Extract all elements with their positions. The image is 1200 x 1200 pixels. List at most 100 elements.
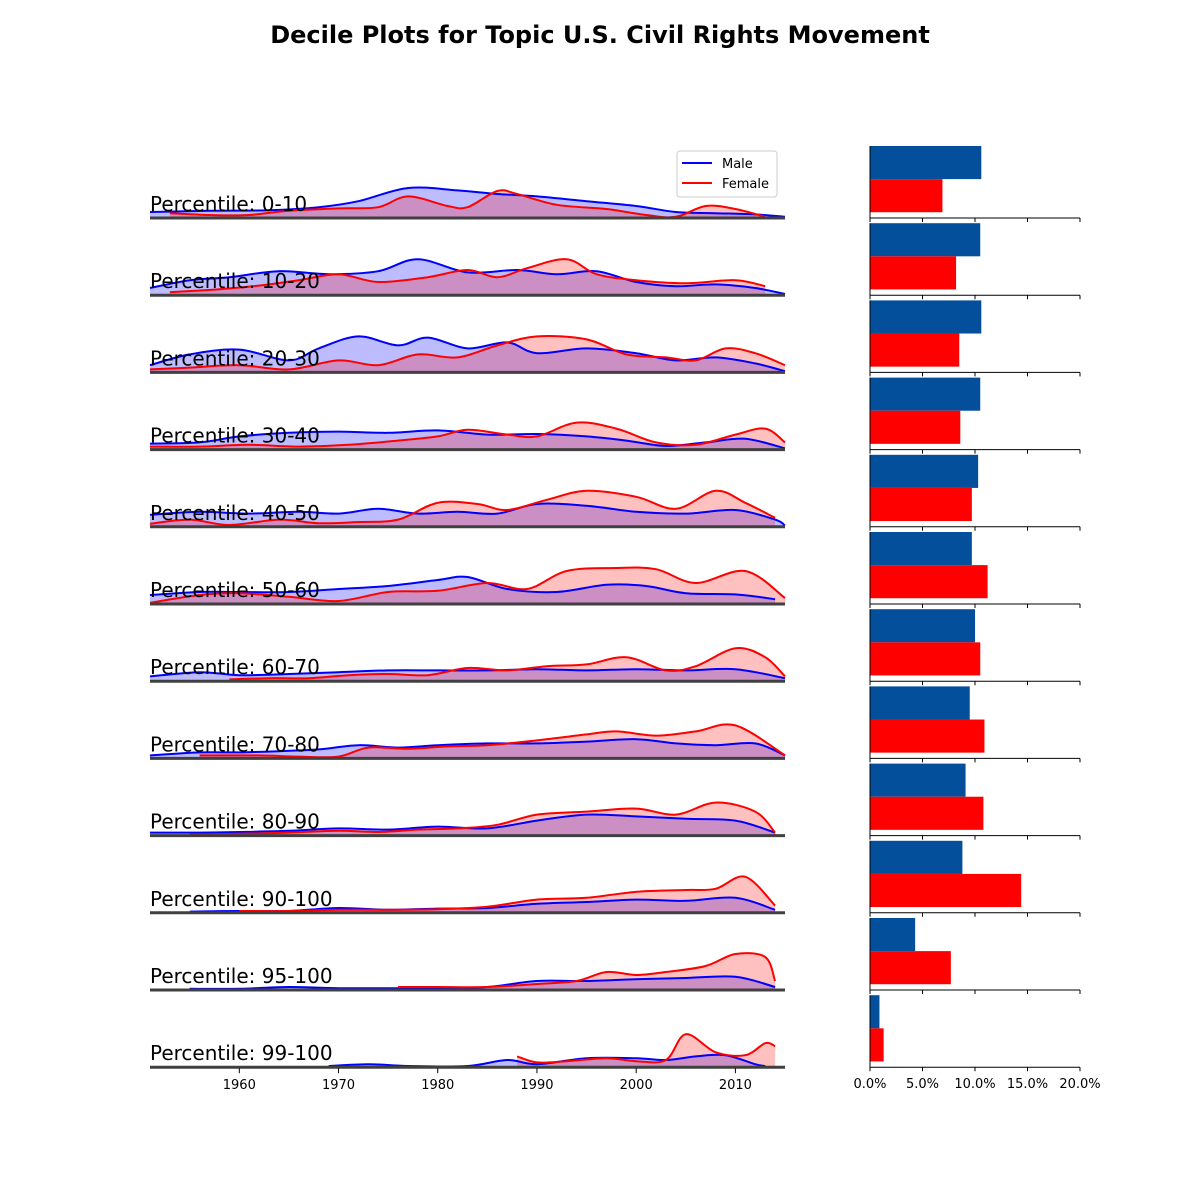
row-label: Percentile: 99-100: [150, 1041, 333, 1065]
female-line: [516, 1033, 776, 1064]
bar-x-tick-label: 15.0%: [1007, 1077, 1048, 1092]
bar-panel: [869, 995, 1081, 1072]
row-label: Percentile: 30-40: [150, 424, 320, 448]
row-label: Percentile: 50-60: [150, 578, 320, 602]
x-tick-label: 2010: [719, 1078, 752, 1093]
male-bar: [870, 454, 979, 488]
row-label: Percentile: 95-100: [150, 964, 333, 988]
female-bar: [870, 256, 957, 290]
bar-x-tick-label: 0.0%: [853, 1077, 886, 1092]
female-bar: [870, 565, 988, 599]
left-x-axis: 1960 1970 1980 1990 2000 2010: [223, 1068, 752, 1093]
male-line: [149, 258, 786, 295]
male-bar: [870, 995, 880, 1029]
male-bar: [870, 918, 916, 952]
bar-panel: [869, 840, 1081, 917]
bar-panel: [869, 918, 1081, 994]
male-bar: [870, 532, 972, 566]
bar-panel: [869, 532, 1081, 608]
female-line: [149, 566, 786, 604]
decile-row: Percentile: 95-100: [150, 952, 785, 992]
female-bar: [870, 951, 951, 985]
bar-panel: [869, 454, 1081, 531]
male-bar: [870, 763, 966, 797]
x-tick-label: 1990: [520, 1078, 553, 1093]
male-bar: [870, 686, 970, 720]
overlap-area: [199, 739, 785, 759]
bar-panel: [869, 377, 1081, 454]
overlap-area: [229, 668, 785, 682]
female-bar: [870, 719, 985, 753]
female-bar: [870, 796, 984, 830]
x-tick-label: 1970: [322, 1078, 355, 1093]
decile-row: Percentile: 99-100: [150, 1033, 785, 1069]
row-label: Percentile: 10-20: [150, 269, 320, 293]
bar-panel: [869, 686, 1081, 763]
overlap-area: [398, 976, 776, 990]
overlap-area: [189, 814, 776, 836]
overlap-area: [150, 430, 785, 450]
decile-row: Percentile: 90-100: [150, 875, 785, 915]
row-label: Percentile: 60-70: [150, 655, 320, 679]
female-bar: [870, 333, 960, 367]
bar-panels: 0.0% 5.0% 10.0% 15.0% 20.0%: [853, 146, 1101, 1092]
legend-female-label: Female: [722, 177, 769, 192]
row-label: Percentile: 20-30: [150, 346, 320, 370]
decile-row: Percentile: 0-10: [149, 186, 786, 220]
female-bar: [870, 642, 981, 676]
decile-row: Percentile: 60-70: [149, 646, 786, 683]
bar-panel: [869, 763, 1081, 840]
female-bar: [870, 179, 943, 213]
decile-row: Percentile: 80-90: [149, 801, 785, 838]
male-line: [149, 575, 776, 601]
male-bar: [870, 609, 975, 643]
decile-rows: Percentile: 0-10 Percentile: 10-20 Percent…: [149, 186, 786, 1069]
bar-panel: [869, 300, 1081, 377]
overlap-area: [150, 336, 785, 373]
bar-panel: [869, 146, 1081, 222]
decile-row: Percentile: 40-50: [149, 489, 786, 529]
female-line: [229, 646, 786, 681]
bar-panel: [869, 609, 1081, 686]
male-line: [149, 429, 786, 450]
female-bar: [870, 1028, 884, 1062]
female-line: [189, 801, 776, 836]
bar-x-tick-label: 20.0%: [1059, 1077, 1100, 1092]
chart-title: Decile Plots for Topic U.S. Civil Rights…: [270, 21, 930, 49]
decile-row: Percentile: 50-60: [149, 566, 786, 606]
row-label: Percentile: 90-100: [150, 887, 333, 911]
female-bar: [870, 487, 972, 522]
male-line: [149, 186, 786, 218]
row-label: Percentile: 70-80: [150, 732, 320, 756]
x-tick-label: 2000: [620, 1078, 653, 1093]
row-label: Percentile: 0-10: [150, 192, 307, 216]
overlap-area: [239, 897, 776, 913]
decile-row: Percentile: 10-20: [149, 258, 786, 297]
bar-panel: [869, 223, 1081, 300]
male-bar: [870, 223, 981, 257]
male-bar: [870, 377, 981, 411]
female-line: [149, 335, 786, 371]
female-bar: [870, 410, 961, 444]
female-line: [169, 258, 766, 294]
female-line: [169, 189, 766, 219]
male-bar: [870, 840, 963, 874]
male-bar: [870, 146, 982, 180]
male-line: [149, 502, 786, 527]
legend: Male Female: [676, 150, 778, 198]
female-line: [149, 421, 786, 448]
row-label: Percentile: 40-50: [150, 501, 320, 525]
bar-x-tick-label: 5.0%: [906, 1077, 939, 1092]
female-line: [239, 875, 776, 913]
male-line: [149, 738, 786, 757]
overlap-area: [169, 259, 766, 296]
legend-male-label: Male: [722, 157, 753, 172]
row-label: Percentile: 80-90: [150, 810, 320, 834]
x-tick-label: 1960: [223, 1078, 256, 1093]
female-line: [149, 489, 776, 527]
decile-row: Percentile: 30-40: [149, 421, 786, 452]
bar-x-tick-label: 10.0%: [954, 1077, 995, 1092]
male-bar: [870, 300, 982, 334]
female-bar: [870, 873, 1022, 908]
